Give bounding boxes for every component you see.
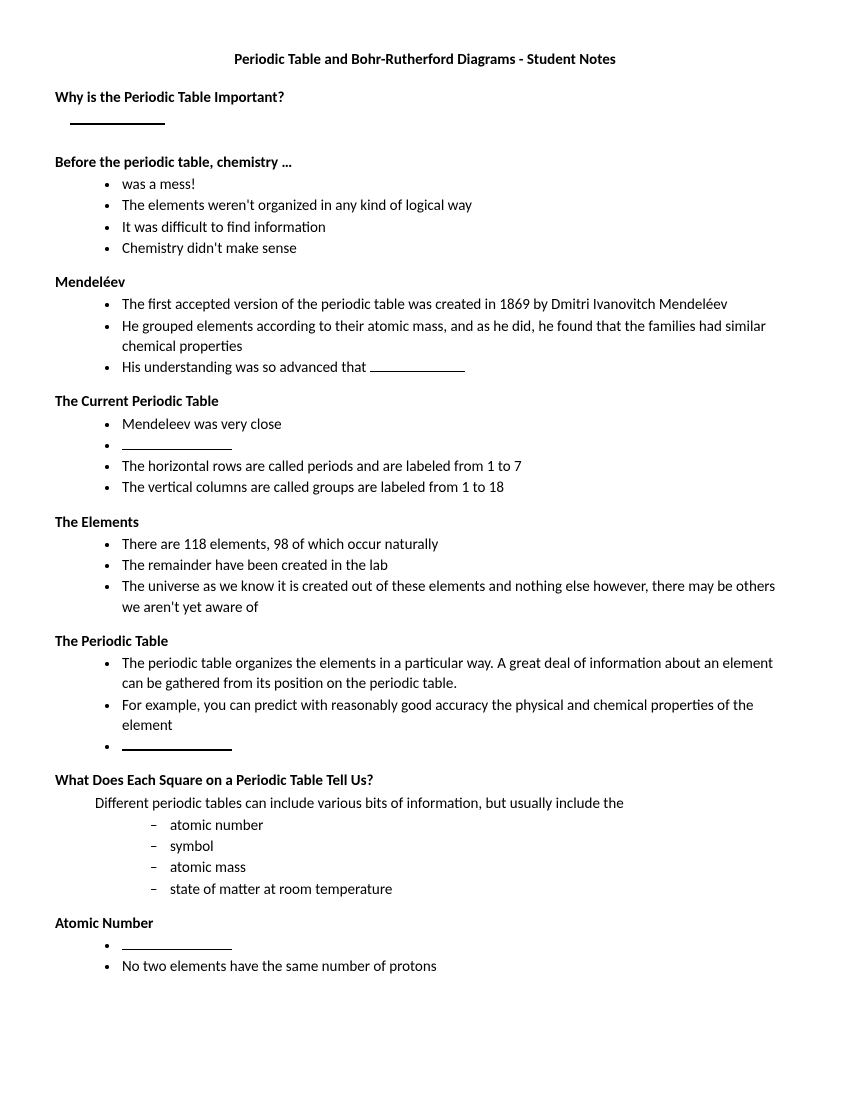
heading-why-important: Why is the Periodic Table Important? (55, 88, 795, 108)
heading-before: Before the periodic table, chemistry … (55, 153, 795, 173)
list-item: There are 118 elements, 98 of which occu… (120, 535, 795, 555)
heading-mendeleev: Mendeléev (55, 273, 795, 293)
list-item: state of matter at room temperature (150, 880, 795, 900)
list-item: He grouped elements according to their a… (120, 317, 795, 358)
list-item (120, 436, 795, 456)
list-item: No two elements have the same number of … (120, 957, 795, 977)
list-item: It was difficult to find information (120, 218, 795, 238)
blank-bullet (122, 739, 232, 751)
heading-square: What Does Each Square on a Periodic Tabl… (55, 771, 795, 791)
list-item: The remainder have been created in the l… (120, 556, 795, 576)
list-square-items: atomic number symbol atomic mass state o… (55, 816, 795, 900)
list-item: The elements weren't organized in any ki… (120, 196, 795, 216)
list-item: atomic number (150, 816, 795, 836)
list-item: His understanding was so advanced that (120, 358, 795, 378)
list-item: For example, you can predict with reason… (120, 696, 795, 737)
list-item: The first accepted version of the period… (120, 295, 795, 315)
list-periodic-table: The periodic table organizes the element… (55, 654, 795, 757)
page-title: Periodic Table and Bohr-Rutherford Diagr… (55, 50, 795, 70)
heading-periodic-table: The Periodic Table (55, 632, 795, 652)
heading-elements: The Elements (55, 513, 795, 533)
list-atomic-number: No two elements have the same number of … (55, 936, 795, 978)
blank-inline (370, 361, 465, 372)
blank-line (70, 111, 165, 125)
intro-text: Different periodic tables can include va… (95, 794, 795, 814)
list-item: Mendeleev was very close (120, 415, 795, 435)
list-item: was a mess! (120, 175, 795, 195)
heading-current: The Current Periodic Table (55, 392, 795, 412)
list-elements: There are 118 elements, 98 of which occu… (55, 535, 795, 618)
list-item (120, 737, 795, 757)
list-item: The periodic table organizes the element… (120, 654, 795, 695)
list-item: The vertical columns are called groups a… (120, 478, 795, 498)
list-before: was a mess! The elements weren't organiz… (55, 175, 795, 259)
list-current: Mendeleev was very close The horizontal … (55, 415, 795, 499)
blank-bullet (122, 939, 232, 950)
list-item: The horizontal rows are called periods a… (120, 457, 795, 477)
list-item: The universe as we know it is created ou… (120, 577, 795, 618)
blank-bullet (122, 439, 232, 450)
heading-atomic-number: Atomic Number (55, 914, 795, 934)
list-mendeleev: The first accepted version of the period… (55, 295, 795, 378)
list-item: symbol (150, 837, 795, 857)
list-item: Chemistry didn't make sense (120, 239, 795, 259)
list-item: atomic mass (150, 858, 795, 878)
list-item (120, 936, 795, 956)
